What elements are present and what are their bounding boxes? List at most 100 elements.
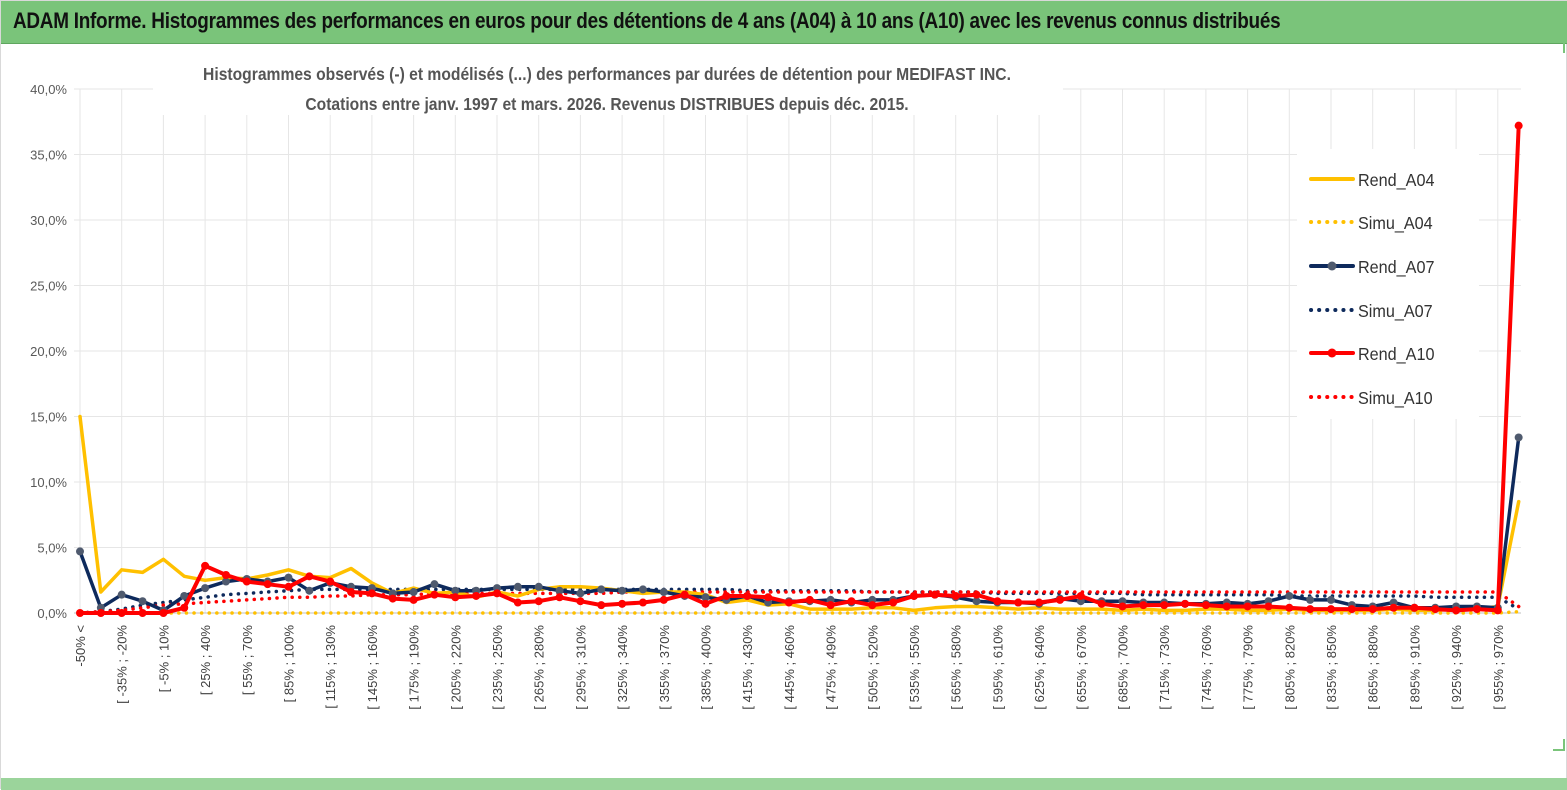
data-point (1472, 605, 1481, 614)
data-point (1035, 598, 1044, 607)
data-point (576, 597, 585, 606)
data-point (1452, 606, 1461, 615)
data-point (555, 586, 564, 595)
x-tick-label: [ 145% ; 160% (365, 625, 380, 710)
x-tick-label: [ 685% ; 700% (1116, 625, 1131, 710)
data-point (1181, 599, 1190, 608)
corner-mark (1553, 739, 1565, 751)
x-tick-label: [ 205% ; 220% (448, 625, 463, 710)
data-point (868, 601, 877, 610)
data-point (201, 561, 210, 570)
legend-marker (1327, 261, 1337, 271)
data-point (659, 595, 668, 604)
chart-title-line2: Cotations entre janv. 1997 et mars. 2026… (305, 94, 908, 114)
chart-title-line1: Histogrammes observés (-) et modélisés (… (203, 64, 1011, 84)
data-point (409, 588, 418, 597)
data-point (1306, 595, 1315, 604)
data-point (1055, 595, 1064, 604)
data-point (1097, 599, 1106, 608)
legend-label: Simu_A04 (1358, 213, 1433, 233)
data-point (305, 586, 314, 595)
data-point (117, 590, 126, 599)
legend: Rend_A04 Simu_A04 Rend_A07 Simu_A07 Rend_A10… (1309, 170, 1435, 408)
data-point (930, 590, 939, 599)
data-point (597, 601, 606, 610)
series-simu-a10 (78, 590, 1521, 615)
data-point (576, 589, 585, 598)
x-tick-label: [ 385% ; 400% (699, 625, 714, 710)
x-tick-label: [ 835% ; 850% (1324, 625, 1339, 710)
y-tick-label: 20,0% (30, 344, 67, 359)
data-point (451, 593, 460, 602)
data-point (284, 573, 293, 582)
data-point (263, 580, 272, 589)
data-point (1514, 121, 1523, 130)
data-point (96, 609, 105, 617)
data-point (1514, 433, 1523, 442)
data-point (117, 609, 126, 617)
chart-title-background (153, 53, 1063, 115)
data-point (76, 547, 84, 556)
legend-label: Rend_A10 (1358, 344, 1435, 364)
x-tick-label: [ 925% ; 940% (1449, 625, 1464, 710)
data-point (826, 601, 835, 610)
data-point (472, 591, 481, 600)
data-point (1014, 598, 1023, 607)
data-point (242, 577, 251, 586)
data-point (1493, 606, 1502, 615)
data-point (1410, 603, 1419, 612)
report-title: ADAM Informe. Histogrammes des performan… (13, 8, 1281, 33)
series-line-simu-a10 (78, 590, 1521, 615)
x-tick-label: [ 25% ; 40% (198, 625, 213, 696)
data-point (618, 599, 627, 608)
data-point (847, 597, 856, 606)
x-tick-label: [ 85% ; 100% (282, 625, 297, 703)
x-tick-label: -50% < (73, 625, 88, 667)
data-point (1327, 595, 1335, 604)
x-tick-label: [ 505% ; 520% (865, 625, 880, 710)
x-tick-label: [ -5% ; 10% (156, 625, 171, 693)
data-point (993, 597, 1002, 606)
data-point (1118, 602, 1127, 611)
legend-marker (1327, 348, 1337, 358)
x-tick-label: [ 865% ; 880% (1366, 625, 1381, 710)
legend-background (1297, 149, 1479, 419)
y-tick-label: 10,0% (30, 475, 67, 490)
data-point (910, 591, 918, 600)
x-tick-label: [ 295% ; 310% (573, 625, 588, 710)
data-point (409, 595, 418, 604)
x-tick-label: [ 55% ; 70% (240, 625, 255, 696)
data-point (1201, 601, 1210, 610)
x-tick-label: [ 655% ; 670% (1074, 625, 1089, 710)
series-line-simu-a07 (78, 587, 1521, 615)
data-point (764, 593, 773, 602)
series-simu-a07 (78, 587, 1521, 615)
data-point (201, 584, 210, 593)
data-point (451, 586, 460, 595)
x-tick-label: [ 745% ; 760% (1199, 625, 1214, 710)
data-point (221, 577, 230, 586)
data-point (1389, 603, 1398, 612)
data-point (513, 582, 522, 591)
data-point (805, 595, 814, 604)
data-point (1347, 605, 1356, 614)
data-point (784, 598, 793, 607)
x-tick-label: [ 325% ; 340% (615, 625, 630, 710)
data-point (701, 593, 710, 602)
data-point (284, 582, 293, 591)
data-point (597, 585, 606, 594)
data-point (638, 585, 647, 594)
data-point (326, 577, 335, 586)
data-point (1076, 591, 1085, 600)
data-point (1306, 605, 1315, 614)
x-tick-label: [ 775% ; 790% (1241, 625, 1256, 710)
data-point (367, 589, 376, 598)
x-tick-label: [ 415% ; 430% (740, 625, 755, 710)
data-point (180, 591, 189, 600)
x-tick-label: [ 475% ; 490% (824, 625, 839, 710)
data-point (534, 582, 543, 591)
x-tick-label: [ 895% ; 910% (1407, 625, 1422, 710)
data-point (743, 591, 752, 600)
